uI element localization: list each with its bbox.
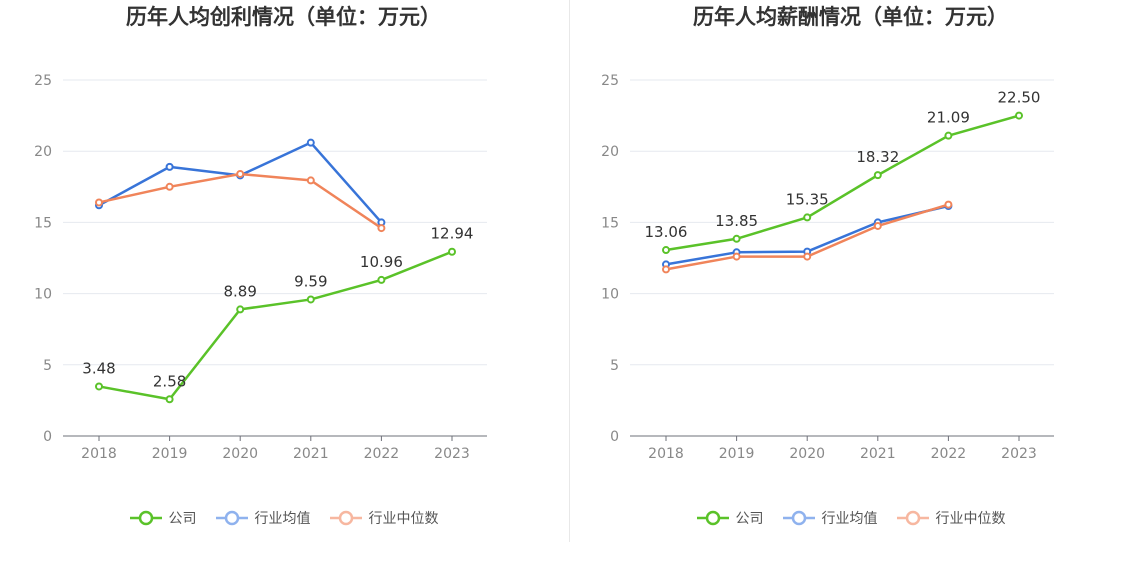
- data-point: [732, 252, 741, 261]
- data-label: 22.50: [998, 89, 1041, 107]
- y-tick-label: 25: [34, 73, 52, 89]
- series-line: [98, 141, 383, 224]
- data-point: [732, 234, 741, 243]
- y-tick-label: 10: [34, 287, 52, 303]
- data-point: [95, 198, 103, 207]
- legend-line-circle-icon: [696, 510, 729, 526]
- x-tick-label: 2022: [364, 446, 400, 462]
- data-point: [306, 138, 315, 147]
- data-point: [236, 305, 245, 314]
- data-point: [165, 395, 174, 404]
- data-point: [662, 265, 670, 274]
- data-point: [803, 213, 812, 222]
- legend-label: 行业中位数: [935, 511, 1006, 527]
- x-tick-label: 2021: [293, 446, 329, 462]
- data-point: [165, 182, 174, 191]
- data-label: 18.32: [856, 148, 899, 166]
- legend-item-industry-mean[interactable]: 行业均值: [215, 508, 311, 528]
- x-tick-label: 2018: [648, 446, 684, 462]
- chart-title: 历年人均创利情况（单位：万元）: [126, 5, 441, 29]
- legend-label: 行业均值: [821, 511, 878, 527]
- y-tick-label: 20: [601, 144, 619, 160]
- y-tick-label: 0: [43, 429, 52, 445]
- data-label: 2.58: [153, 372, 186, 390]
- y-tick-label: 15: [601, 215, 619, 231]
- salary-per-capita-panel: 历年人均薪酬情况（单位：万元） 0 5 10 15 20 25 2018 2019 2020 20…: [567, 0, 1134, 582]
- legend-label: 行业均值: [254, 511, 311, 527]
- y-tick-label: 0: [610, 429, 619, 445]
- data-point: [236, 169, 245, 178]
- data-label: 13.85: [715, 212, 758, 230]
- data-point: [1015, 111, 1023, 120]
- data-point: [944, 131, 953, 140]
- data-point: [662, 246, 670, 255]
- salary-per-capita-plot: 0 5 10 15 20 25 2018 2019 2020 2021 2022 2023 13.06 1…: [601, 73, 1054, 462]
- data-point: [306, 176, 315, 185]
- panel-divider: [569, 0, 570, 542]
- x-tick-label: 2019: [719, 446, 755, 462]
- data-label: 15.35: [786, 190, 829, 208]
- data-point: [377, 224, 386, 233]
- data-point: [95, 382, 103, 391]
- data-label: 12.94: [431, 225, 474, 243]
- legend-item-company[interactable]: 公司: [696, 508, 764, 528]
- chart-title: 历年人均薪酬情况（单位：万元）: [693, 5, 1008, 29]
- data-point: [944, 200, 953, 209]
- data-point: [377, 275, 386, 284]
- legend-item-industry-mean[interactable]: 行业均值: [782, 508, 878, 528]
- y-tick-label: 20: [34, 144, 52, 160]
- data-label: 8.89: [223, 282, 256, 300]
- profit-per-capita-plot: 0 5 10 15 20 25 2018 2019 2020 2021 2022 2023 3.48 2.…: [34, 73, 487, 462]
- x-tick-label: 2023: [434, 446, 470, 462]
- y-tick-label: 25: [601, 73, 619, 89]
- data-label: 9.59: [294, 272, 327, 290]
- data-point: [165, 162, 174, 171]
- profit-per-capita-panel: 历年人均创利情况（单位：万元） 0 5 10 15 20 25 2018 2019 2020 20…: [0, 5, 567, 528]
- legend-item-industry-median[interactable]: 行业中位数: [896, 508, 1006, 528]
- legend-label: 公司: [168, 511, 197, 527]
- data-point: [448, 247, 456, 256]
- legend-line-circle-icon: [129, 510, 162, 526]
- series-line: [665, 114, 1020, 252]
- data-point: [873, 171, 882, 180]
- legend-line-circle-icon: [215, 510, 248, 526]
- data-point: [873, 221, 882, 230]
- legend: 公司 行业均值 行业中位数: [0, 508, 567, 528]
- legend-item-company[interactable]: 公司: [129, 508, 197, 528]
- x-tick-label: 2022: [931, 446, 967, 462]
- y-tick-label: 5: [43, 358, 52, 374]
- data-label: 21.09: [927, 109, 970, 127]
- legend-line-circle-icon: [782, 510, 815, 526]
- x-tick-label: 2018: [81, 446, 117, 462]
- legend: 公司 行业均值 行业中位数: [567, 508, 1134, 528]
- x-tick-label: 2021: [860, 446, 896, 462]
- data-point: [803, 252, 812, 261]
- data-point: [306, 295, 315, 304]
- x-tick-label: 2020: [222, 446, 258, 462]
- legend-line-circle-icon: [329, 510, 362, 526]
- x-tick-label: 2020: [789, 446, 825, 462]
- y-tick-label: 15: [34, 215, 52, 231]
- x-tick-label: 2019: [152, 446, 188, 462]
- legend-label: 公司: [735, 511, 764, 527]
- data-label: 3.48: [82, 359, 115, 377]
- legend-item-industry-median[interactable]: 行业中位数: [329, 508, 439, 528]
- data-label: 10.96: [360, 253, 403, 271]
- x-tick-label: 2023: [1001, 446, 1037, 462]
- legend-line-circle-icon: [896, 510, 929, 526]
- legend-label: 行业中位数: [368, 511, 439, 527]
- y-tick-label: 10: [601, 287, 619, 303]
- y-tick-label: 5: [610, 358, 619, 374]
- data-label: 13.06: [645, 223, 688, 241]
- series-line: [98, 250, 453, 401]
